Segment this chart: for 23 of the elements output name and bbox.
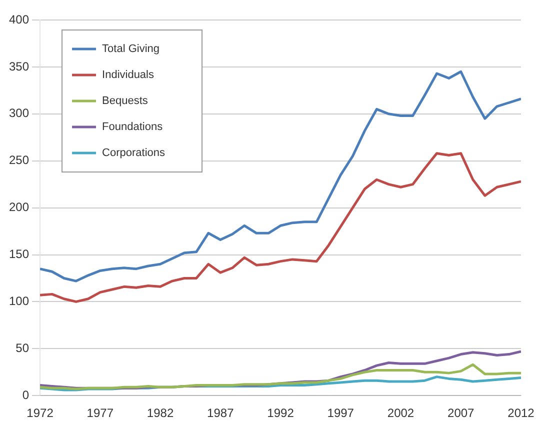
legend-label: Bequests — [102, 95, 148, 108]
x-tick-label: 2002 — [387, 406, 414, 420]
x-tick-label: 1972 — [26, 406, 54, 420]
x-tick-label: 1997 — [327, 406, 354, 420]
y-tick-label: 250 — [8, 153, 30, 168]
legend-label: Foundations — [102, 121, 164, 134]
x-tick-label: 1977 — [86, 406, 114, 420]
x-tick-label: 1982 — [146, 406, 174, 420]
x-tick-label: 2012 — [508, 406, 535, 420]
x-tick-label: 2007 — [448, 406, 475, 420]
y-tick-label: 400 — [8, 12, 30, 26]
y-tick-label: 0 — [22, 388, 30, 402]
legend-label: Total Giving — [102, 43, 160, 56]
x-tick-label: 1987 — [207, 406, 234, 420]
y-tick-label: 350 — [8, 59, 30, 74]
legend-label: Individuals — [102, 69, 154, 82]
legend-label: Corporations — [102, 147, 166, 160]
y-tick-label: 100 — [8, 294, 30, 308]
y-tick-label: 200 — [8, 200, 30, 214]
x-tick-label: 1992 — [267, 406, 294, 420]
y-tick-label: 50 — [16, 340, 30, 355]
y-tick-label: 150 — [8, 247, 30, 262]
y-tick-label: 300 — [8, 106, 30, 120]
